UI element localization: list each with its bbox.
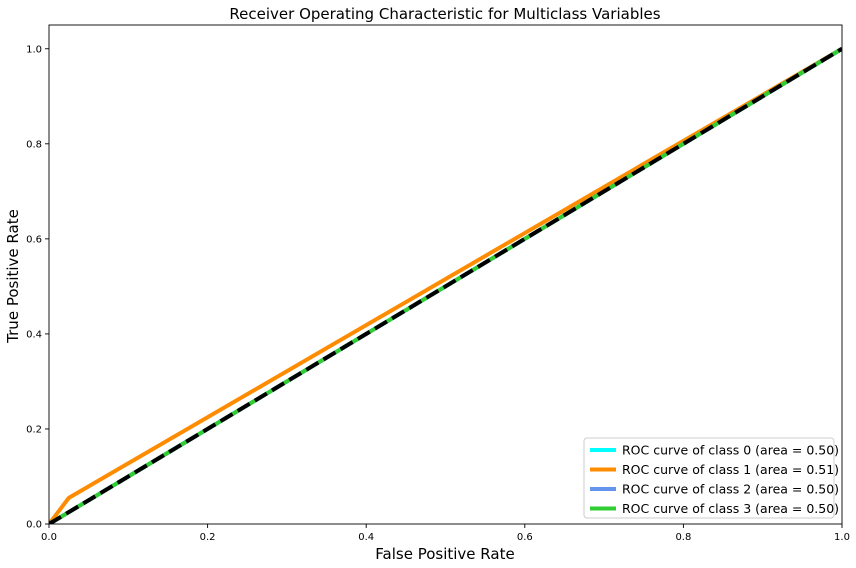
chart-title: Receiver Operating Characteristic for Mu… [229, 5, 660, 23]
x-tick-label: 0.0 [41, 532, 57, 543]
axes-frame [48, 24, 843, 525]
y-tick-label: 0.4 [26, 329, 42, 340]
y-tick-label: 0.2 [26, 424, 42, 435]
legend-label-class-3: ROC curve of class 3 (area = 0.50) [622, 501, 839, 516]
legend-label-class-0: ROC curve of class 0 (area = 0.50) [622, 443, 839, 458]
axes: 0.0 0.2 0.4 0.6 0.8 1.0 0.0 0.2 0.4 0.6 0.8 1.0 [26, 24, 850, 543]
legend-label-class-1: ROC curve of class 1 (area = 0.51) [622, 462, 839, 477]
reference-diagonal-line [49, 47, 842, 524]
x-tick-label: 0.2 [200, 532, 216, 543]
y-tick-label: 0.8 [26, 139, 42, 150]
legend-box [583, 437, 835, 519]
x-axis-label: False Positive Rate [375, 545, 514, 563]
y-tick-label: 0.0 [26, 520, 42, 531]
x-tick-label: 0.4 [358, 532, 374, 543]
y-tick-label: 0.6 [26, 234, 42, 245]
y-axis-label: True Positive Rate [4, 209, 22, 344]
legend: ROC curve of class 0 (area = 0.50) ROC cu… [583, 437, 839, 519]
y-tick-label: 1.0 [26, 44, 42, 55]
x-tick-label: 0.6 [517, 532, 533, 543]
x-tick-label: 1.0 [834, 532, 850, 543]
plot-area [49, 47, 842, 524]
series-line-class-1 [49, 47, 842, 524]
legend-label-class-2: ROC curve of class 2 (area = 0.50) [622, 482, 839, 497]
x-tick-label: 0.8 [675, 532, 691, 543]
